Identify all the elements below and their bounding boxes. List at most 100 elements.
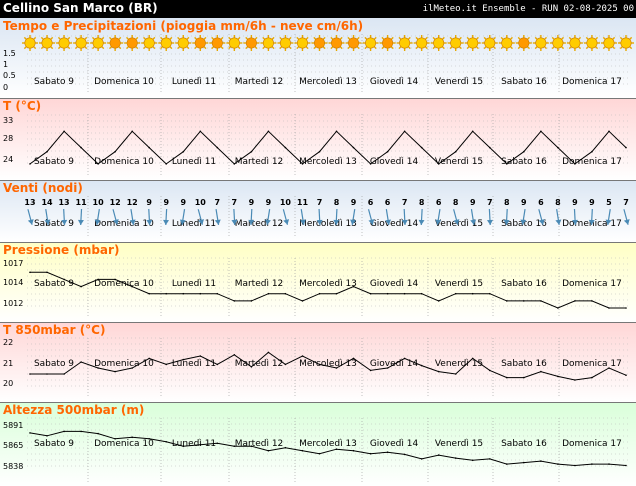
pressure-point <box>80 285 82 288</box>
t850-point <box>625 374 627 377</box>
arrow-head <box>248 219 255 225</box>
sun-ray <box>449 36 453 40</box>
arrow-head <box>27 219 34 225</box>
y-tick-label: 1017 <box>3 259 23 268</box>
sun-disc <box>501 37 513 49</box>
pressure-point <box>250 300 253 302</box>
arrow-head <box>418 219 425 225</box>
sun-disc <box>75 37 87 49</box>
sun-icon <box>515 35 532 51</box>
wind-speed-label: 7 <box>623 198 629 207</box>
sun-ray <box>449 46 453 50</box>
y-tick-label: 22 <box>3 338 13 347</box>
temperature-point <box>557 146 559 149</box>
sun-ray <box>602 46 606 50</box>
sun-disc <box>586 37 598 49</box>
y-tick-label: 0 <box>3 83 8 92</box>
wind-arrow-icon <box>163 208 170 226</box>
pressure-point <box>114 278 116 281</box>
z500-point <box>250 445 253 448</box>
panel-title-z500: Altezza 500mbar (m) <box>3 403 144 417</box>
sun-icon <box>532 35 549 51</box>
arrow-head <box>179 219 186 225</box>
temperature-point <box>420 146 423 149</box>
day-label: Mercoledì 13 <box>299 359 357 369</box>
wind-arrow-icon <box>572 208 579 226</box>
z500-point <box>591 463 593 465</box>
sun-ray <box>91 36 96 40</box>
wind-speed-label: 7 <box>487 198 493 207</box>
wind-speed-label: 8 <box>419 198 425 207</box>
sun-disc <box>365 37 377 49</box>
z500-point <box>335 448 338 451</box>
day-label: Venerdì 15 <box>435 439 483 449</box>
sun-disc <box>603 37 615 49</box>
wind-speed-label: 10 <box>93 198 105 207</box>
wind-speed-label: 10 <box>280 198 292 207</box>
pressure-point <box>506 300 508 302</box>
arrow-head <box>316 219 323 225</box>
day-label: Lunedì 11 <box>172 279 216 289</box>
y-tick-label: 24 <box>3 155 13 164</box>
wind-speed-label: 7 <box>402 198 408 207</box>
arrow-head <box>283 219 290 225</box>
wind-speed-label: 12 <box>127 198 138 207</box>
sun-ray <box>517 36 521 40</box>
t850-point <box>523 376 525 379</box>
sun-ray <box>245 36 249 40</box>
wind-arrow-icon <box>146 208 153 226</box>
sun-ray <box>50 46 54 50</box>
day-label: Sabato 16 <box>501 77 547 87</box>
day-label: Venerdì 15 <box>435 279 483 289</box>
pressure-point <box>199 292 202 295</box>
sun-icon <box>618 35 634 51</box>
day-label: Sabato 16 <box>501 157 547 167</box>
pressure-point <box>403 292 406 295</box>
pressure-point <box>454 292 457 295</box>
day-label: Domenica 17 <box>562 77 622 87</box>
day-label: Lunedì 11 <box>172 219 216 229</box>
sun-ray <box>585 36 589 40</box>
temperature-point <box>608 130 610 133</box>
wind-arrow-icon <box>401 208 408 226</box>
sun-disc <box>109 37 121 49</box>
z500-point <box>454 457 457 459</box>
y-tick-label: 28 <box>3 134 13 143</box>
z500-point <box>489 458 491 460</box>
z500-point <box>352 449 355 452</box>
wind-arrow-icon <box>231 208 238 226</box>
wind-speed-label: 9 <box>249 198 255 207</box>
sun-disc <box>552 37 564 49</box>
pressure-point <box>165 292 167 295</box>
wind-arrow-icon <box>316 208 323 226</box>
y-tick-label: 5838 <box>3 462 23 471</box>
wind-speed-label: 9 <box>572 198 578 207</box>
day-label: Martedì 12 <box>235 439 284 449</box>
sun-disc <box>160 37 172 49</box>
sun-ray <box>551 46 555 50</box>
z500-point <box>165 441 167 443</box>
day-label: Sabato 9 <box>34 439 74 449</box>
temperature-point <box>437 163 440 165</box>
sun-icon <box>124 35 141 51</box>
wind-arrow-icon <box>61 208 68 226</box>
sun-ray <box>594 46 599 50</box>
sun-disc <box>433 37 445 49</box>
z500-point <box>97 432 99 435</box>
sun-ray <box>509 36 513 40</box>
day-label: Sabato 9 <box>34 77 74 87</box>
sun-icon <box>311 35 328 51</box>
day-label: Domenica 17 <box>562 359 622 369</box>
sun-ray <box>271 36 275 40</box>
t850-point <box>182 358 185 361</box>
temperature-point <box>182 150 185 153</box>
day-label: Martedì 12 <box>235 157 284 167</box>
pressure-point <box>29 271 31 274</box>
day-label: Lunedì 11 <box>172 77 216 87</box>
sun-disc <box>569 37 581 49</box>
run-label: ilMeteo.it Ensemble - RUN 02-08-2025 00 <box>422 4 634 14</box>
wind-arrow-icon <box>27 209 34 225</box>
sun-ray <box>509 46 513 50</box>
temperature-point <box>80 146 82 149</box>
pressure-point <box>284 292 287 295</box>
